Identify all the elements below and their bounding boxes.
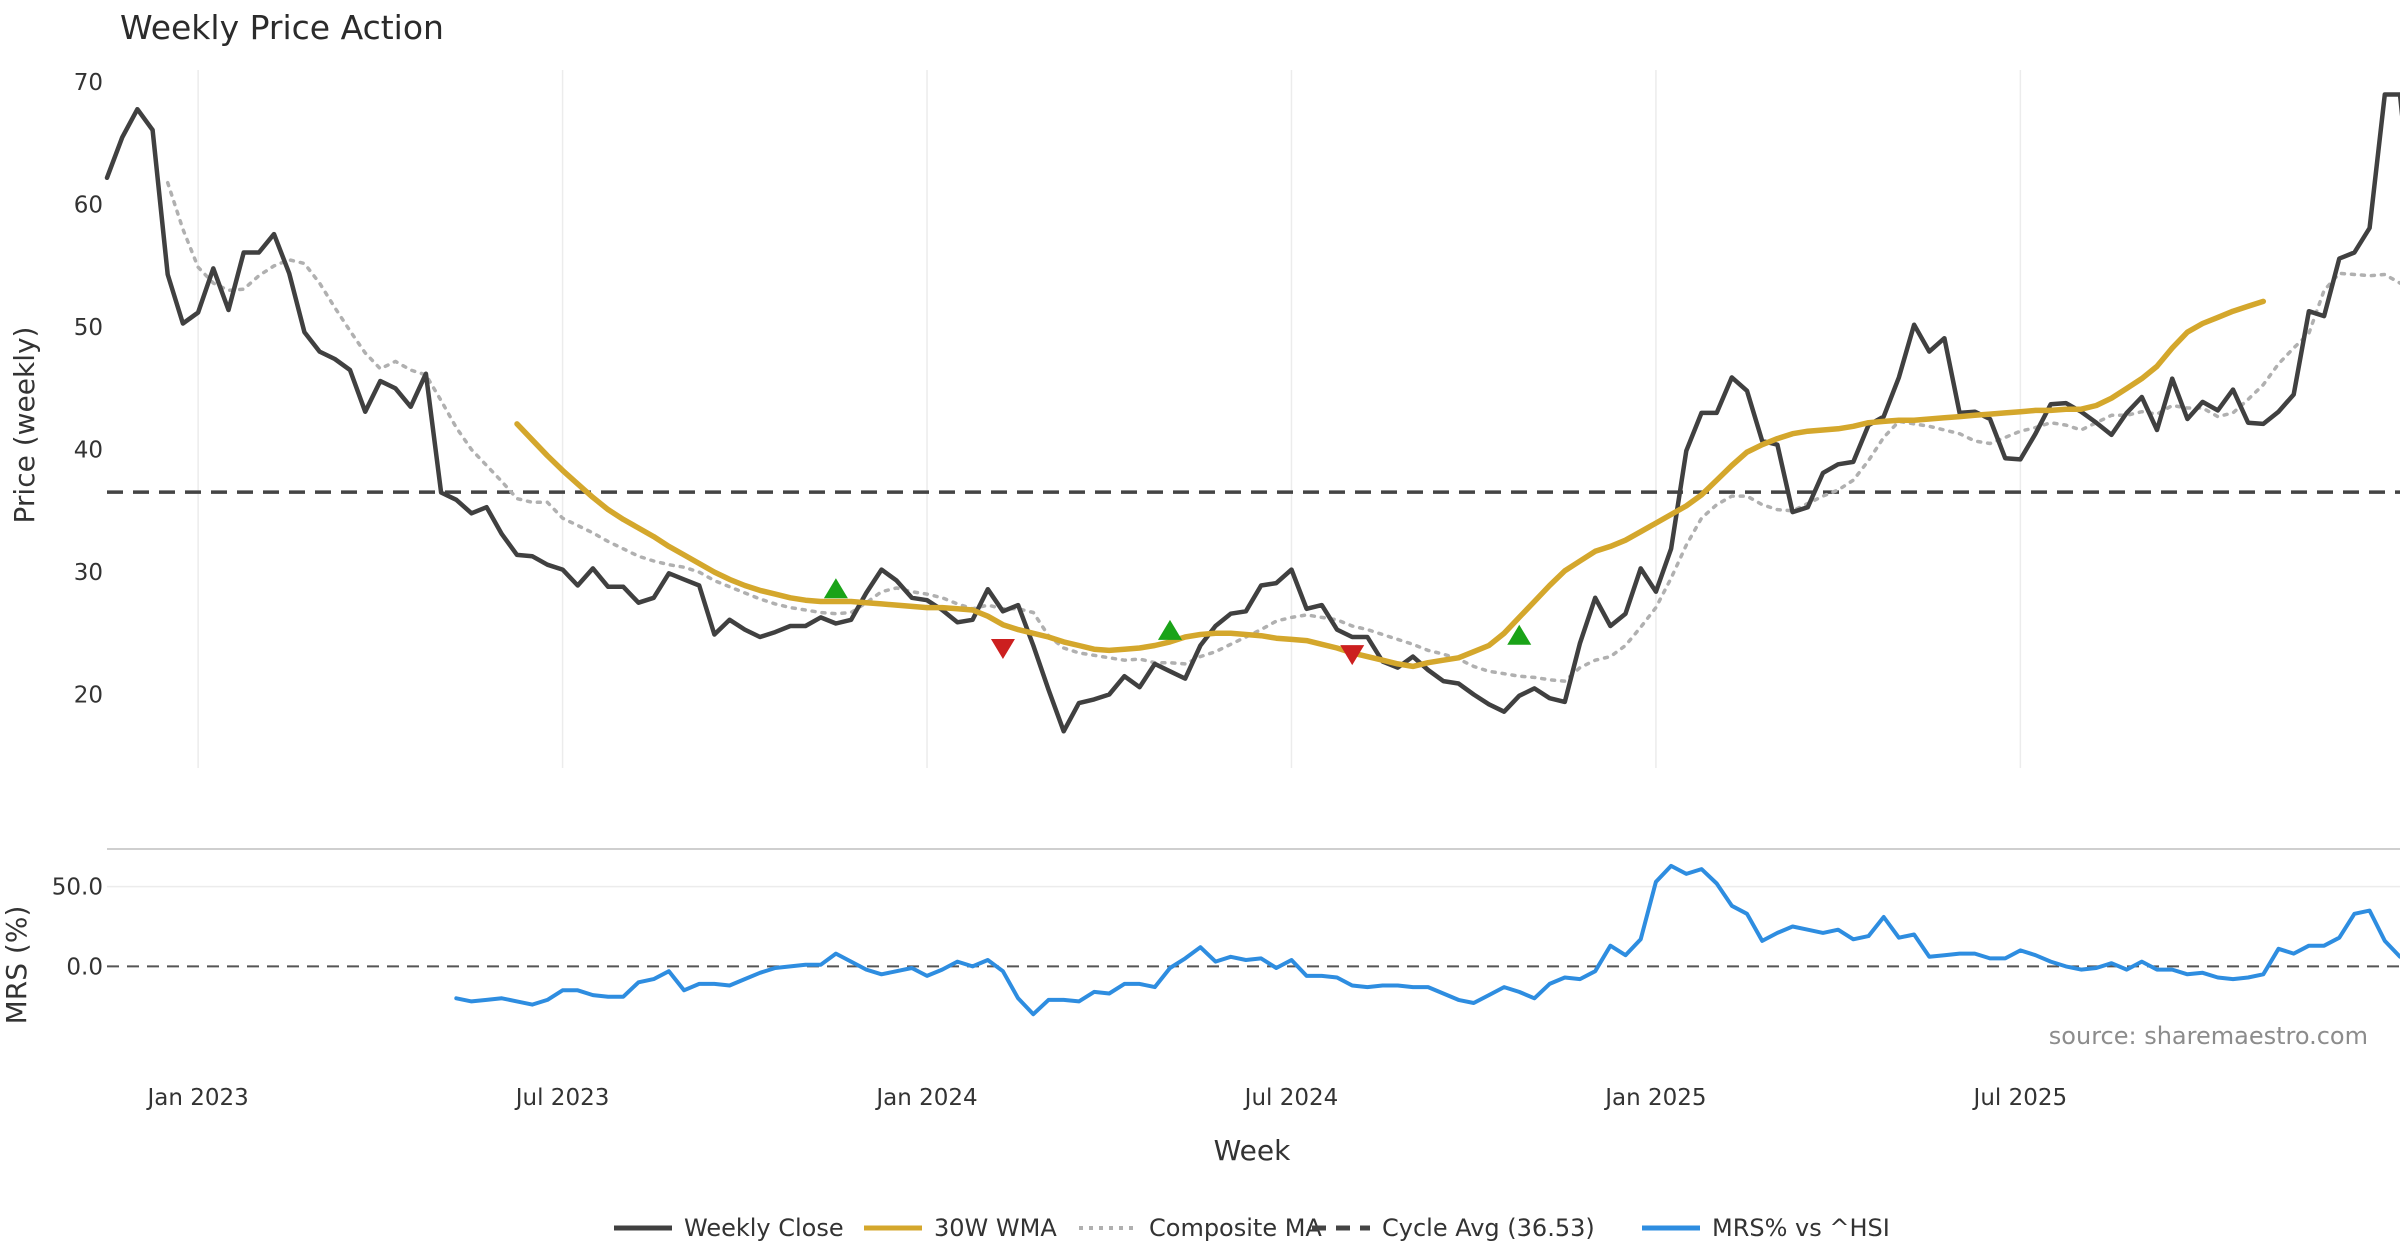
axis-labels: Jan 2023 Jul 2023 Jan 2024 Jul 2024 Jan 2025… bbox=[52, 70, 2067, 1111]
price-y-tick-label: 50 bbox=[74, 315, 103, 341]
sell-signal-marker bbox=[1340, 645, 1365, 666]
signal-markers bbox=[823, 578, 1532, 666]
x-tick-label: Jul 2025 bbox=[1972, 1085, 2068, 1111]
chart-title: Weekly Price Action bbox=[120, 8, 444, 47]
series-line-30w-wma bbox=[514, 298, 2267, 670]
series-line-mrs-vs-hsi bbox=[454, 863, 2400, 1017]
x-tick-label: Jan 2025 bbox=[1603, 1085, 1706, 1111]
price-y-tick-label: 20 bbox=[74, 683, 103, 709]
sell-signal-marker bbox=[990, 638, 1015, 659]
reference-lines bbox=[107, 490, 2400, 968]
legend-label-30w-wma: 30W WMA bbox=[934, 1214, 1057, 1242]
grid-layer bbox=[107, 70, 2400, 888]
legend-label-mrs-vs-hsi: MRS% vs ^HSI bbox=[1712, 1214, 1890, 1242]
price-y-tick-label: 40 bbox=[74, 438, 103, 464]
buy-signal-marker bbox=[1157, 619, 1182, 640]
source-credit: source: sharemaestro.com bbox=[2049, 1022, 2368, 1050]
x-tick-label: Jan 2024 bbox=[874, 1085, 977, 1111]
legend-label-composite-ma: Composite MA bbox=[1149, 1214, 1322, 1242]
price-y-tick-label: 30 bbox=[74, 560, 103, 586]
mrs-y-tick-label: 50.0 bbox=[52, 875, 103, 901]
x-tick-label: Jan 2023 bbox=[145, 1085, 248, 1111]
legend: Weekly Close 30W WMA Composite MA Cycle Avg… bbox=[614, 1214, 1890, 1242]
buy-signal-marker bbox=[1507, 624, 1532, 645]
series-line-composite-ma bbox=[165, 180, 2400, 683]
x-axis-label: Week bbox=[1214, 1134, 1291, 1167]
price-axis-label: Price (weekly) bbox=[8, 327, 41, 524]
x-tick-label: Jul 2024 bbox=[1243, 1085, 1339, 1111]
legend-label-weekly-close: Weekly Close bbox=[684, 1214, 844, 1242]
x-tick-label: Jul 2023 bbox=[514, 1085, 610, 1111]
mrs-axis-label: MRS (%) bbox=[0, 906, 33, 1025]
mrs-y-tick-label: 0.0 bbox=[66, 954, 103, 980]
buy-signal-marker bbox=[823, 578, 848, 599]
price-y-tick-label: 60 bbox=[74, 193, 103, 219]
legend-label-cycle-avg-36-53: Cycle Avg (36.53) bbox=[1382, 1214, 1595, 1242]
series-layer bbox=[104, 92, 2400, 1017]
price-y-tick-label: 70 bbox=[74, 70, 103, 96]
